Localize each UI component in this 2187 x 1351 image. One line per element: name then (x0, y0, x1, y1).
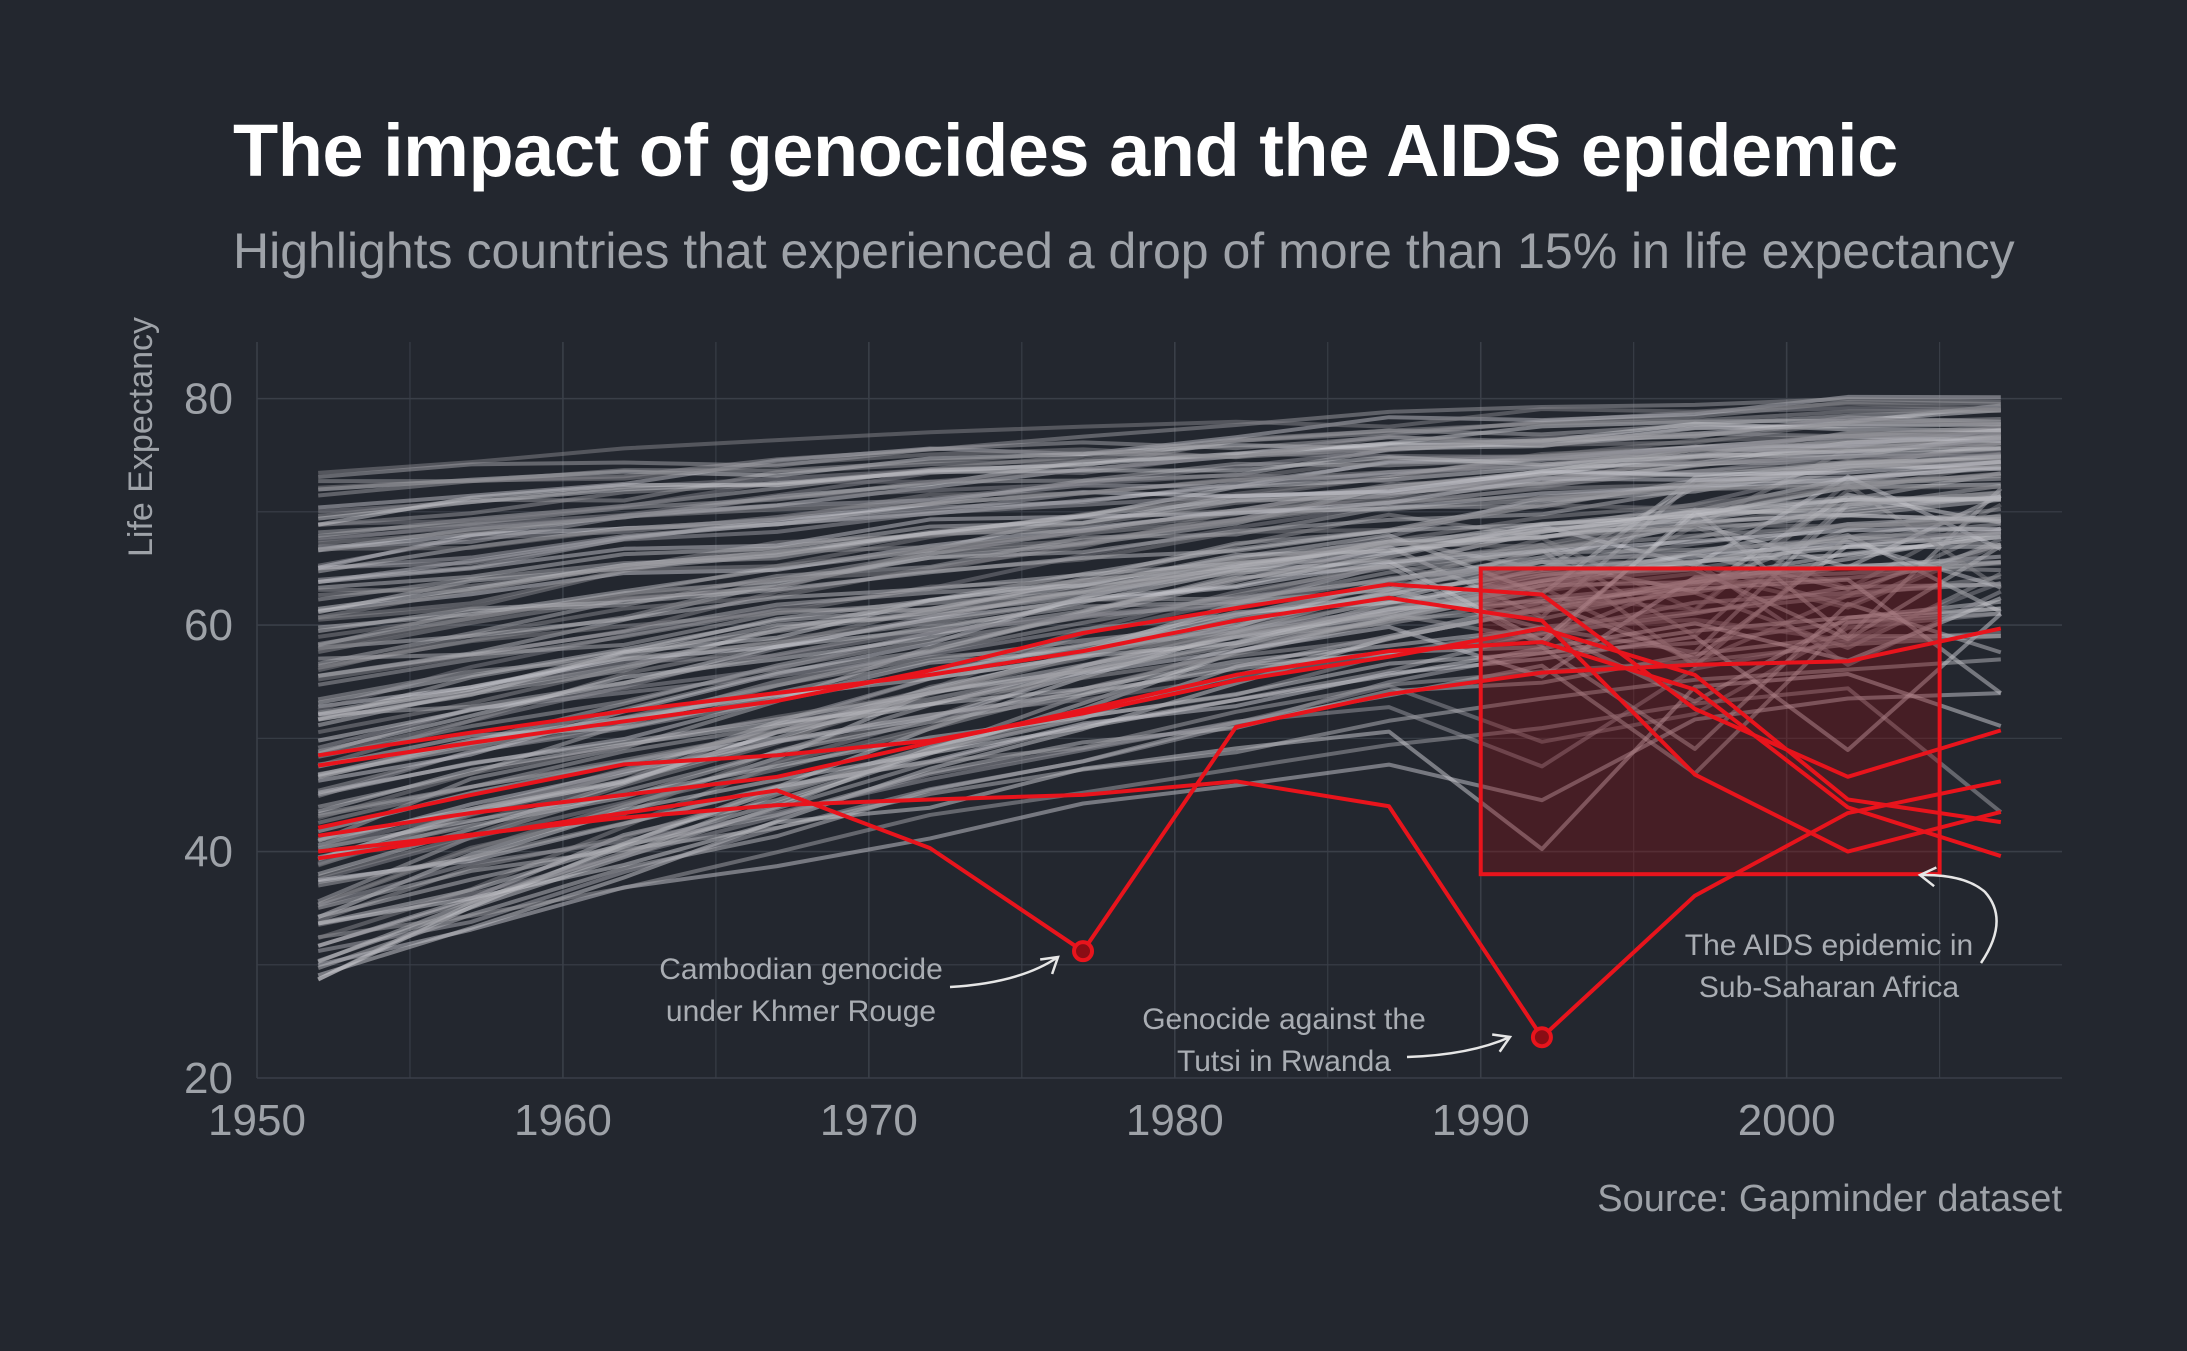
background-series-line (317, 526, 2001, 709)
background-series-line (318, 513, 2001, 661)
x-tick-label: 1950 (208, 1096, 306, 1145)
background-series-line (317, 571, 2002, 825)
background-series (317, 394, 2003, 982)
aids-region-box (1478, 566, 1942, 877)
background-series-line (317, 535, 2001, 702)
annotation-arrow-aids (1919, 873, 1998, 964)
background-series-line (318, 450, 2001, 541)
source-note: Source: Gapminder dataset (1597, 1178, 2062, 1220)
x-tick-label: 1990 (1432, 1096, 1530, 1145)
series-line-lesotho (317, 626, 2002, 830)
y-tick-label: 40 (184, 828, 233, 877)
background-series-line (317, 634, 2001, 888)
axes: 1950 1960 1970 1980 1990 2000 20 40 60 80 Life Exp… (122, 317, 1836, 1145)
annotation-aids: Sub-Saharan Africa (1699, 971, 1959, 1004)
x-tick-label: 1970 (820, 1096, 918, 1145)
annotation-rwanda: Genocide against the (1142, 1003, 1426, 1036)
annotation-arrow-aids-head (1917, 866, 1937, 888)
background-series-line (317, 657, 2001, 910)
background-series-line (317, 599, 2002, 814)
background-series-line (318, 472, 2001, 594)
chart-subtitle: Highlights countries that experienced a … (233, 223, 2015, 279)
background-series-line (317, 577, 2003, 769)
annotation-aids: The AIDS epidemic in (1685, 929, 1973, 962)
annotation-arrow-rwanda-head (1492, 1033, 1513, 1053)
annotations: Cambodian genocide under Khmer Rouge Genoc… (659, 866, 1998, 1078)
background-series-line (318, 453, 2001, 570)
aids-region (1478, 566, 1942, 877)
x-tick-label: 2000 (1738, 1096, 1836, 1145)
annotation-cambodia: under Khmer Rouge (666, 995, 936, 1028)
series-line-cambodia (317, 626, 2002, 954)
series-line-zimbabwe (317, 595, 2002, 854)
series-line-rwanda (317, 779, 2002, 1040)
series-line-botswana (317, 582, 2002, 779)
background-series-line (318, 416, 2001, 480)
background-series-line (317, 459, 2001, 553)
background-series-line (318, 466, 2001, 584)
annotation-arrow-cambodia-head (1039, 955, 1060, 975)
y-tick-label: 20 (184, 1054, 233, 1103)
background-series-line (317, 464, 2001, 602)
highlighted-series (317, 582, 2002, 1040)
series-line-swaziland (317, 640, 2002, 858)
background-series-line (317, 446, 2001, 521)
annotation-rwanda: Tutsi in Rwanda (1177, 1045, 1391, 1078)
background-series-line (317, 580, 2002, 850)
background-series-line (317, 672, 2002, 926)
annotation-arrow-rwanda (1406, 1035, 1511, 1059)
chart-title: The impact of genocides and the AIDS epi… (233, 109, 1898, 192)
annotation-cambodia: Cambodian genocide (659, 953, 943, 986)
y-tick-label: 60 (184, 601, 233, 650)
x-tick-label: 1960 (514, 1096, 612, 1145)
rwanda-marker (1530, 1026, 1553, 1049)
background-series-line (317, 521, 2002, 678)
y-tick-label: 80 (184, 375, 233, 424)
background-series-line (318, 512, 2001, 650)
background-series-line (317, 601, 2002, 842)
background-series-line (317, 529, 2001, 882)
annotation-arrow-cambodia (949, 955, 1059, 989)
background-series-line (318, 401, 2001, 475)
background-series-line (317, 497, 2002, 634)
x-tick-label: 1980 (1126, 1096, 1224, 1145)
background-series-line (317, 518, 2001, 668)
cambodia-marker (1072, 940, 1095, 963)
y-axis-label: Life Expectancy (122, 317, 160, 557)
